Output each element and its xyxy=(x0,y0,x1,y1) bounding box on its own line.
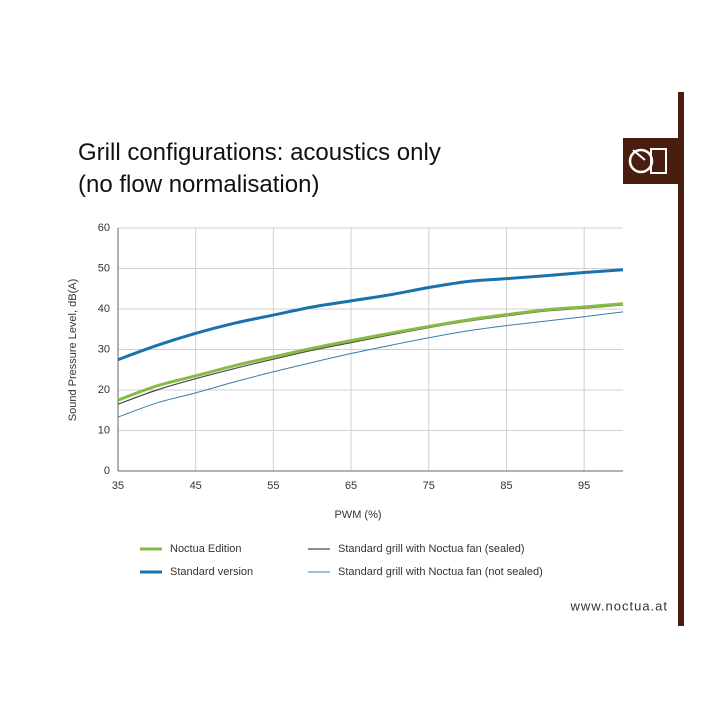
data-line xyxy=(117,302,624,402)
data-line xyxy=(117,268,624,362)
x-tick-label: 45 xyxy=(190,480,202,492)
x-tick-label: 85 xyxy=(500,480,512,492)
y-tick-label: 10 xyxy=(98,424,110,436)
y-tick-label: 60 xyxy=(98,222,110,234)
chart-title: Grill configurations: acoustics only xyxy=(78,139,441,166)
y-tick-label: 20 xyxy=(98,384,110,396)
x-axis-label: PWM (%) xyxy=(334,509,381,521)
legend-label: Standard grill with Noctua fan (sealed) xyxy=(338,543,524,555)
x-tick-label: 75 xyxy=(423,480,435,492)
legend-label: Noctua Edition xyxy=(170,543,242,555)
chart-title: (no flow normalisation) xyxy=(78,171,319,198)
legend-label: Standard grill with Noctua fan (not seal… xyxy=(338,566,543,578)
x-tick-label: 65 xyxy=(345,480,357,492)
logo xyxy=(623,138,680,184)
x-tick-label: 95 xyxy=(578,480,590,492)
y-tick-label: 50 xyxy=(98,262,110,274)
x-tick-label: 55 xyxy=(267,480,279,492)
side-bar xyxy=(678,92,684,626)
y-tick-label: 0 xyxy=(104,465,110,477)
y-tick-label: 30 xyxy=(98,343,110,355)
x-tick-label: 35 xyxy=(112,480,124,492)
y-tick-label: 40 xyxy=(98,303,110,315)
y-axis-label: Sound Pressure Level, dB(A) xyxy=(67,279,79,421)
legend-label: Standard version xyxy=(170,566,253,578)
data-line xyxy=(117,304,624,405)
data-line xyxy=(117,311,624,418)
website: www.noctua.at xyxy=(569,598,668,613)
